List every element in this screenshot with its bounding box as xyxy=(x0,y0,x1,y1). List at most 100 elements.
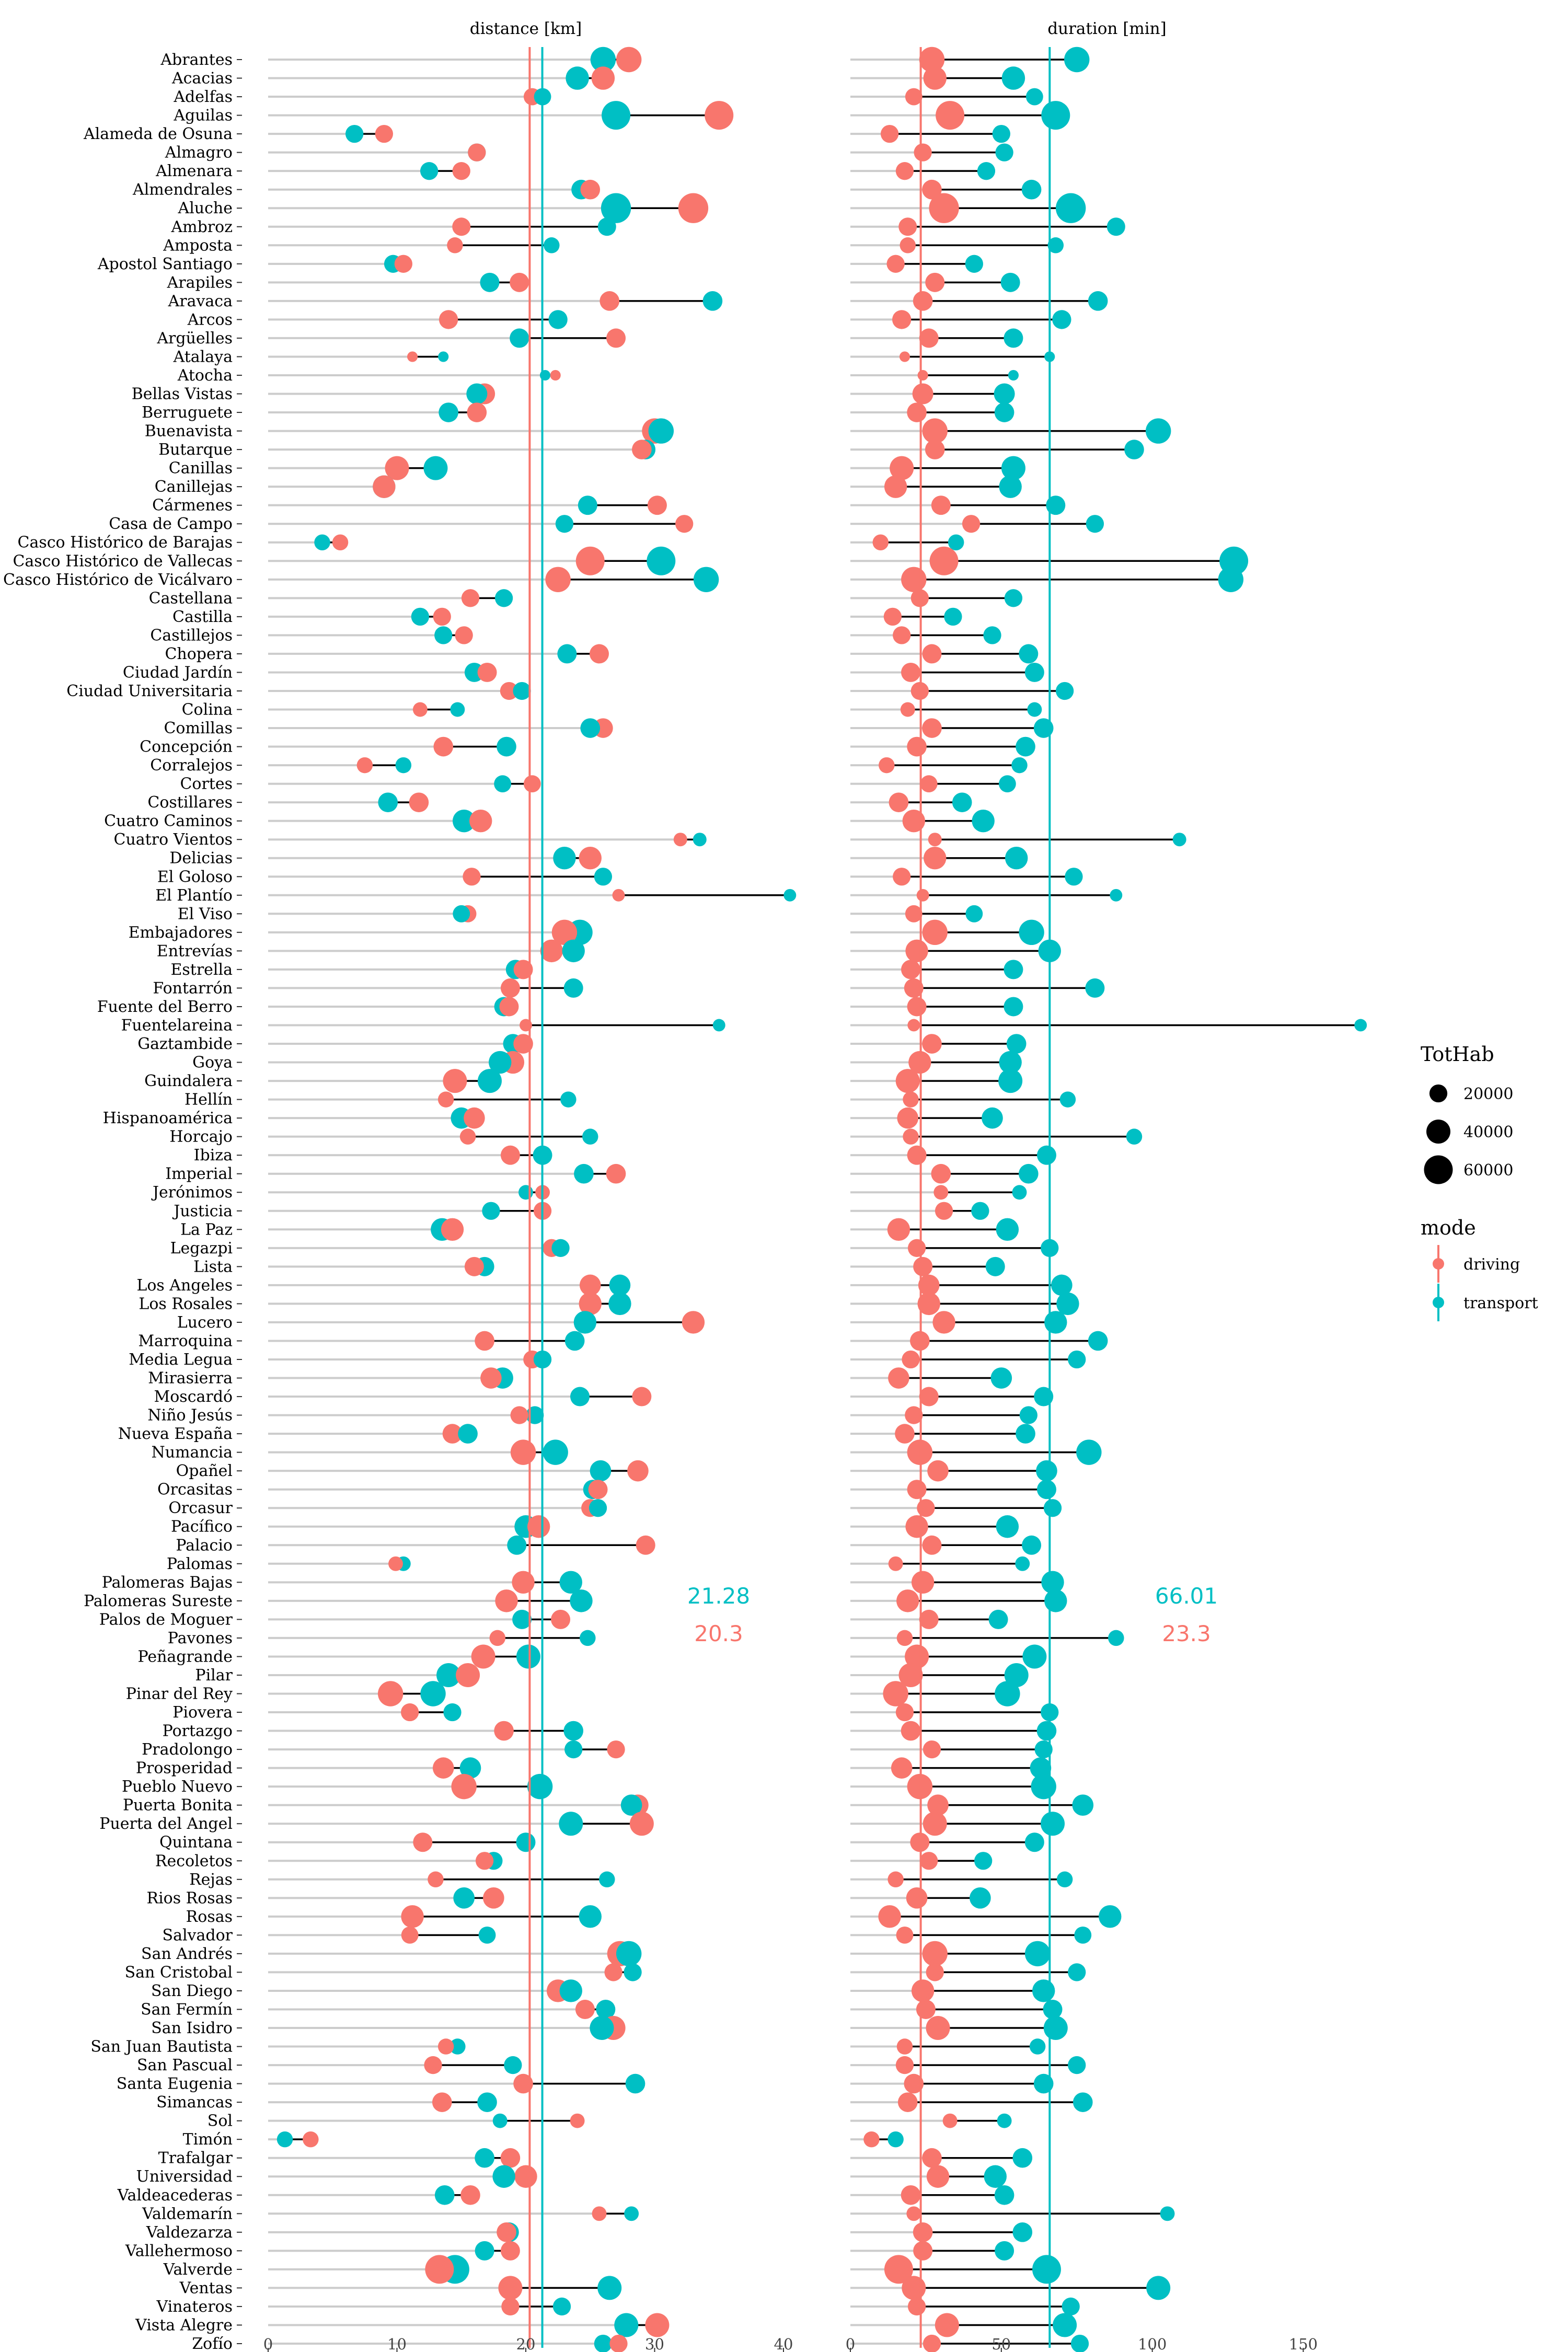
legend-size-label: 40000 xyxy=(1463,1123,1513,1142)
category-label: Jerónimos xyxy=(151,1183,233,1202)
point-driving-duration xyxy=(880,124,899,143)
point-driving-duration xyxy=(919,1609,939,1629)
category-label: Opañel xyxy=(176,1462,233,1480)
category-label: Orcasitas xyxy=(157,1481,233,1499)
point-transport-duration xyxy=(972,809,995,833)
point-driving-distance xyxy=(463,868,481,886)
category-label: Cármenes xyxy=(152,497,233,515)
point-driving-distance xyxy=(545,567,571,593)
point-driving-distance xyxy=(607,1740,625,1759)
point-transport-distance xyxy=(314,534,330,550)
point-driving-duration xyxy=(890,456,914,480)
category-label: Corralejos xyxy=(150,756,233,775)
category-label: Legazpi xyxy=(170,1239,233,1258)
point-driving-duration xyxy=(919,47,945,73)
point-transport-duration xyxy=(965,255,983,273)
point-transport-distance xyxy=(590,47,616,73)
point-transport-distance xyxy=(516,1832,536,1852)
category-label: Peñagrande xyxy=(137,1647,233,1666)
point-transport-distance xyxy=(582,1128,598,1145)
category-label: Castilla xyxy=(172,608,233,626)
point-transport-duration xyxy=(994,402,1014,422)
point-transport-distance xyxy=(276,2131,293,2148)
point-driving-distance xyxy=(489,1630,506,1646)
point-driving-duration xyxy=(922,718,942,738)
point-driving-duration xyxy=(905,1644,929,1669)
point-driving-duration xyxy=(900,237,916,253)
category-label: Rios Rosas xyxy=(146,1889,233,1907)
point-driving-distance xyxy=(512,1571,535,1594)
point-transport-distance xyxy=(596,1999,616,2019)
category-label: Amposta xyxy=(163,236,233,255)
point-driving-distance xyxy=(475,1852,494,1870)
point-transport-duration xyxy=(948,534,964,550)
point-driving-distance xyxy=(425,2255,454,2284)
point-driving-distance xyxy=(388,1556,403,1571)
point-transport-duration xyxy=(1032,2255,1061,2284)
point-driving-distance xyxy=(464,1256,484,1276)
point-transport-distance xyxy=(563,978,583,998)
point-transport-distance xyxy=(597,2276,622,2300)
point-transport-duration xyxy=(1032,1979,1055,2002)
point-transport-distance xyxy=(560,1091,577,1108)
point-transport-distance xyxy=(579,1905,602,1928)
point-transport-duration xyxy=(1012,2148,1033,2168)
point-driving-duration xyxy=(922,179,942,200)
category-label: San Andrés xyxy=(141,1945,233,1963)
point-transport-distance xyxy=(395,757,412,774)
point-transport-distance xyxy=(494,775,512,793)
point-driving-duration xyxy=(892,310,912,329)
point-driving-distance xyxy=(413,1832,433,1852)
point-transport-duration xyxy=(999,1051,1022,1074)
point-driving-distance xyxy=(452,217,471,236)
point-transport-distance xyxy=(608,1292,631,1316)
legend-size-swatch xyxy=(1424,1155,1453,1184)
point-transport-distance xyxy=(594,2334,613,2352)
tick-label-duration: 50 xyxy=(991,2335,1011,2352)
point-transport-distance xyxy=(693,833,707,847)
category-label: Puerta del Angel xyxy=(99,1815,233,1833)
point-driving-distance xyxy=(682,1311,705,1334)
point-driving-duration xyxy=(917,370,928,381)
point-transport-duration xyxy=(1019,644,1039,664)
point-driving-duration xyxy=(895,2056,914,2074)
point-transport-distance xyxy=(527,1773,553,1800)
point-transport-duration xyxy=(1036,1460,1057,1482)
point-driving-distance xyxy=(452,162,470,180)
point-transport-duration xyxy=(1012,2222,1033,2242)
point-transport-distance xyxy=(580,718,601,738)
point-transport-distance xyxy=(439,402,458,422)
category-label: Media Legua xyxy=(129,1351,233,1369)
category-label: Prosperidad xyxy=(136,1759,233,1778)
point-transport-duration xyxy=(1043,1499,1062,1517)
point-transport-duration xyxy=(1047,237,1064,253)
point-transport-distance xyxy=(449,2038,466,2055)
point-transport-duration xyxy=(1027,702,1042,717)
point-transport-distance xyxy=(562,939,585,963)
point-transport-distance xyxy=(616,1941,642,1967)
category-label: Salvador xyxy=(163,1926,233,1944)
point-transport-distance xyxy=(573,1311,597,1334)
category-label: Apostol Santiago xyxy=(97,255,233,273)
point-transport-duration xyxy=(1025,88,1043,106)
point-driving-distance xyxy=(599,291,620,311)
point-driving-duration xyxy=(907,402,927,422)
point-transport-duration xyxy=(952,792,972,812)
point-driving-distance xyxy=(500,1145,520,1165)
point-transport-duration xyxy=(1004,328,1023,348)
point-transport-distance xyxy=(559,1812,583,1836)
tick-label-distance: 20 xyxy=(516,2335,536,2352)
point-transport-duration xyxy=(1036,1480,1056,1500)
category-label: Berruguete xyxy=(142,403,233,422)
category-label: Valdeacederas xyxy=(117,2186,233,2205)
category-label: Atalaya xyxy=(173,348,233,366)
point-driving-distance xyxy=(477,662,497,682)
point-driving-distance xyxy=(500,2241,520,2261)
point-transport-duration xyxy=(1036,1145,1056,1165)
point-transport-duration xyxy=(997,2113,1012,2128)
category-label: Delicias xyxy=(169,849,233,868)
point-driving-duration xyxy=(923,1740,941,1759)
category-label: Cuatro Vientos xyxy=(114,831,233,849)
point-driving-distance xyxy=(464,1107,485,1129)
point-transport-duration xyxy=(1055,193,1086,223)
